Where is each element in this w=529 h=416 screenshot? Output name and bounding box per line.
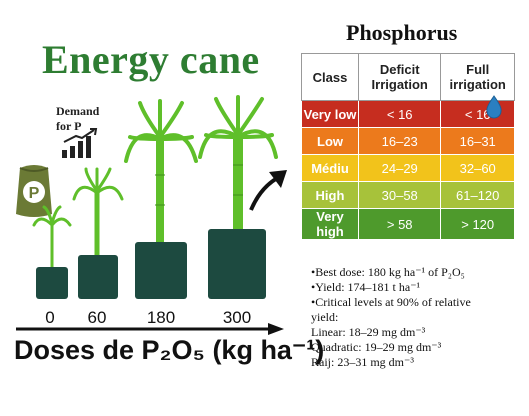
table-row: Low 16–23 16–31	[301, 127, 515, 155]
note-line: •Yield: 174–181 t ha⁻¹	[311, 280, 421, 294]
water-drop-icon	[486, 95, 502, 119]
demand-label: Demand for P	[56, 104, 100, 133]
note-line: Quadratic: 19–29 mg dm⁻³	[311, 340, 442, 354]
pot-dose-180	[135, 242, 187, 299]
pot-dose-300	[208, 229, 266, 299]
cane-plants-illustration	[32, 95, 278, 269]
table-row: Very high > 58 > 120	[301, 208, 515, 240]
table-row: High 30–58 61–120	[301, 181, 515, 209]
table-row: Very low < 16 < 16	[301, 100, 515, 128]
phosphorus-classes-table: Class Deficit Irrigation Full irrigation…	[301, 53, 515, 240]
dose-label: 60	[87, 308, 107, 327]
note-line: •Critical levels at 90% of relative	[311, 295, 471, 309]
class-cell: High	[301, 181, 359, 209]
deficit-cell: 16–23	[357, 127, 442, 155]
header-deficit: Deficit Irrigation	[357, 53, 442, 101]
fertilizer-letter: P	[29, 185, 40, 202]
main-title: Energy cane	[42, 37, 260, 82]
fertilizer-bag-icon: P	[16, 165, 52, 217]
full-cell: 61–120	[440, 181, 515, 209]
full-cell: 16–31	[440, 127, 515, 155]
note-line: •Best dose: 180 kg ha⁻¹ of P₂O₅	[311, 265, 465, 279]
note-line: Linear: 18–29 mg dm⁻³	[311, 325, 426, 339]
full-cell: > 120	[440, 208, 515, 240]
note-line: Raij: 23–31 mg dm⁻³	[311, 355, 414, 369]
dose-label: 0	[45, 308, 55, 327]
demand-bars-icon	[62, 128, 98, 158]
deficit-cell: < 16	[357, 100, 442, 128]
pot-dose-60	[78, 255, 118, 299]
dose-label: 300	[222, 308, 252, 327]
table-row: Médiu 24–29 32–60	[301, 154, 515, 182]
pot-dose-0	[36, 267, 68, 299]
full-cell: 32–60	[440, 154, 515, 182]
axis-title: Doses de P₂O₅ (kg ha⁻¹)	[14, 335, 325, 365]
deficit-cell: 24–29	[357, 154, 442, 182]
deficit-cell: > 58	[357, 208, 442, 240]
class-cell: Médiu	[301, 154, 359, 182]
notes-panel: •Best dose: 180 kg ha⁻¹ of P₂O₅ •Yield: 1…	[311, 265, 523, 370]
dose-axis-arrow	[16, 323, 284, 335]
note-line: yield:	[311, 310, 339, 324]
class-cell: Very low	[301, 100, 359, 128]
header-class: Class	[301, 53, 359, 101]
phosphorus-title: Phosphorus	[346, 20, 458, 45]
deficit-cell: 30–58	[357, 181, 442, 209]
class-cell: Very high	[301, 208, 359, 240]
full-cell: < 16	[440, 100, 515, 128]
class-cell: Low	[301, 127, 359, 155]
header-full: Full irrigation	[440, 53, 515, 101]
dose-label: 180	[146, 308, 176, 327]
growth-arrow-icon	[249, 170, 287, 211]
